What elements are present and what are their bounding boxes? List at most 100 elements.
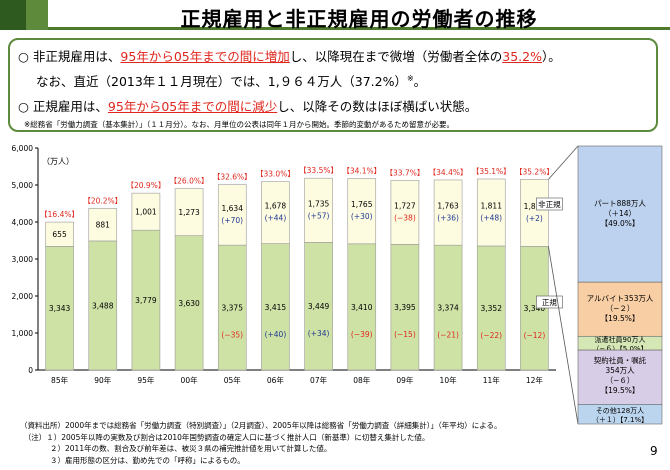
regular-change-label: (−22) <box>480 331 502 340</box>
summary-box: ○ 非正規雇用は、95年から05年までの間に増加し、以降現在まで微増（労働者全体… <box>8 38 658 132</box>
bar-nonregular <box>217 184 247 246</box>
regular-value-label: 3,779 <box>135 296 157 305</box>
share-label: 【35.1%】 <box>472 167 511 176</box>
share-label: 【20.9%】 <box>127 181 166 190</box>
breakdown-segment <box>577 281 663 337</box>
summary-text: 非正規雇用は、 <box>32 49 121 64</box>
bar-regular <box>217 244 247 371</box>
regular-value-label: 3,340 <box>524 304 546 313</box>
source-note-line: ３）雇用形態の区分は、勤め先での「呼称」によるもの。 <box>20 455 245 465</box>
legend-nonregular-box <box>536 197 563 211</box>
regular-value-label: 3,352 <box>481 304 503 313</box>
x-tick-label: 05年 <box>224 375 242 385</box>
breakdown-name: パート888万人 <box>594 199 646 208</box>
connector-bottom <box>548 246 579 425</box>
nonregular-value-label: 1,811 <box>481 201 503 210</box>
nonregular-change-label: (+70) <box>221 216 243 225</box>
regular-value-label: 3,375 <box>222 304 244 313</box>
bar-regular <box>476 245 506 371</box>
x-tick-label: 95年 <box>137 375 155 385</box>
share-label: 【33.5%】 <box>299 166 338 175</box>
y-tick-label: 1,000 <box>12 329 34 338</box>
regular-change-label: (−12) <box>524 331 546 340</box>
summary-text: し、以降現在まで微増（労働者全体の <box>289 49 503 64</box>
share-label: 【20.2%】 <box>83 196 122 205</box>
breakdown-change: （＋14） <box>604 209 636 218</box>
breakdown-name: 契約社員・嘱託 <box>594 355 647 365</box>
share-label: 【26.0%】 <box>170 177 209 186</box>
bar-regular <box>45 246 74 371</box>
unit-label: （万人） <box>42 157 74 166</box>
breakdown-name: その他128万人 <box>596 406 644 415</box>
breakdown-share: 【49.0%】 <box>601 219 640 228</box>
nonregular-change-label: (+57) <box>308 211 330 220</box>
bar-nonregular <box>520 179 549 247</box>
nonregular-value-label: 1,763 <box>437 202 459 211</box>
bullet: ○ <box>18 99 29 114</box>
breakdown-share: 【19.5%】 <box>601 386 640 395</box>
nonregular-value-label: 1,765 <box>351 200 373 209</box>
bar-regular <box>433 244 463 371</box>
y-tick-label: 3,000 <box>12 255 34 264</box>
regular-change-label: (−21) <box>437 331 459 340</box>
title-accent-mid <box>26 0 48 30</box>
nonregular-value-label: 655 <box>52 230 67 239</box>
bar-regular <box>261 243 290 371</box>
page-title: 正規雇用と非正規雇用の労働者の推移 <box>180 7 538 31</box>
bar-nonregular <box>347 178 377 245</box>
x-tick-label: 10年 <box>440 375 458 385</box>
breakdown-name: 派遣社員90万人 <box>595 335 646 344</box>
x-tick-label: 06年 <box>267 375 285 385</box>
x-tick-label: 12年 <box>526 375 544 385</box>
regular-change-label: (−35) <box>221 331 243 340</box>
breakdown-segment <box>577 349 663 405</box>
regular-change-label: (+34) <box>308 329 330 338</box>
regular-value-label: 3,488 <box>92 301 114 310</box>
highlight-text: 95年から05年までの間に増加 <box>120 49 290 64</box>
regular-change-label: (−15) <box>394 330 416 339</box>
source-note-line: （注）１）2005年以降の実数及び割合は2010年国勢調査の確定人口に基づく推計… <box>20 432 430 442</box>
regular-value-label: 3,410 <box>351 303 373 312</box>
x-tick-label: 00年 <box>181 375 199 385</box>
breakdown-name: 354万人 <box>605 366 635 375</box>
breakdown-change: （＋１）【7.1%】 <box>592 416 648 424</box>
share-label: 【32.6%】 <box>213 173 252 182</box>
regular-value-label: 3,395 <box>394 303 416 312</box>
breakdown-change: （−６） <box>606 376 635 385</box>
breakdown-change: （−２） <box>606 304 635 313</box>
breakdown-change: （−６）【5.0%】 <box>592 345 647 353</box>
highlight-text: 35.2% <box>502 49 542 64</box>
regular-change-label: (−39) <box>351 330 373 339</box>
nonregular-value-label: 1,813 <box>524 202 546 211</box>
regular-value-label: 3,415 <box>265 303 287 312</box>
nonregular-value-label: 881 <box>96 221 111 230</box>
x-tick-label: 08年 <box>353 375 371 385</box>
bar-nonregular <box>433 179 463 246</box>
x-tick-label: 85年 <box>51 375 69 385</box>
y-tick-label: 0 <box>28 366 33 375</box>
share-label: 【34.4%】 <box>429 168 468 177</box>
bullet: ○ <box>18 49 29 64</box>
share-label: 【33.0%】 <box>256 170 295 179</box>
title-accent-dark <box>0 0 26 30</box>
nonregular-value-label: 1,273 <box>178 208 200 217</box>
y-tick-label: 4,000 <box>12 218 34 227</box>
bar-nonregular <box>476 178 506 247</box>
nonregular-change-label: (+48) <box>480 213 502 222</box>
summary-text: 正規雇用は、 <box>32 99 108 114</box>
y-tick-label: 6,000 <box>12 144 34 153</box>
summary-line-latest-end: 。 <box>413 74 427 89</box>
source-notes: （資料出所）2000年までは総務省「労働力調査（特別調査）」（2月調査）、200… <box>20 420 501 466</box>
nonregular-value-label: 1,634 <box>222 204 244 213</box>
legend-nonregular: 非正規 <box>538 199 561 209</box>
x-tick-label: 90年 <box>94 375 112 385</box>
x-tick-label: 07年 <box>310 375 328 385</box>
summary-line-latest-text: なお、直近（2013年１１月現在）では、1,９６４万人（37.2%） <box>36 74 407 89</box>
bar-regular <box>390 244 420 371</box>
legend-regular: 正規 <box>542 298 557 307</box>
bar-regular <box>347 243 377 371</box>
nonregular-change-label: (−38) <box>394 213 416 222</box>
title-band: 正規雇用と非正規雇用の労働者の推移 <box>0 0 670 31</box>
bar-nonregular <box>174 188 204 236</box>
summary-note: ※総務省「労働力調査（基本集計）」（１１月分）。なお、月単位の公表は同年１月から… <box>24 120 455 129</box>
